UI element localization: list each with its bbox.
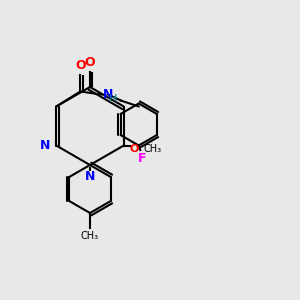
Text: CH₃: CH₃ [81,231,99,241]
Text: F: F [137,152,146,164]
Text: CH₃: CH₃ [143,143,161,154]
Text: H: H [109,94,117,104]
Text: N: N [103,88,113,101]
Text: N: N [85,169,95,182]
Text: O: O [75,59,86,72]
Text: N: N [40,139,50,152]
Text: O: O [130,143,139,154]
Text: O: O [85,56,95,69]
